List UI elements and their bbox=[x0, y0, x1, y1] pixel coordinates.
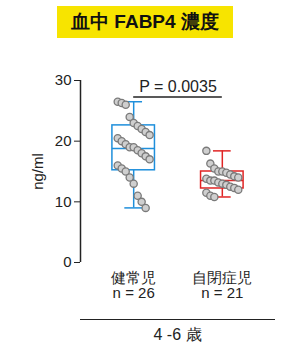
html-text:血中 FABP4 濃度: 血中 FABP4 濃度 bbox=[71, 11, 219, 32]
svg-text:ng/ml: ng/ml bbox=[29, 153, 46, 190]
svg-text:30: 30 bbox=[55, 71, 72, 88]
html-text:4 -6 歳: 4 -6 歳 bbox=[153, 326, 202, 343]
svg-text:健常児n = 26: 健常児n = 26 bbox=[111, 269, 156, 301]
svg-text:20: 20 bbox=[55, 132, 72, 149]
svg-text:0: 0 bbox=[63, 253, 71, 270]
svg-text:P = 0.0035: P = 0.0035 bbox=[139, 78, 217, 95]
svg-text:自閉症児n = 21: 自閉症児n = 21 bbox=[192, 269, 252, 301]
svg-text:10: 10 bbox=[55, 193, 72, 210]
